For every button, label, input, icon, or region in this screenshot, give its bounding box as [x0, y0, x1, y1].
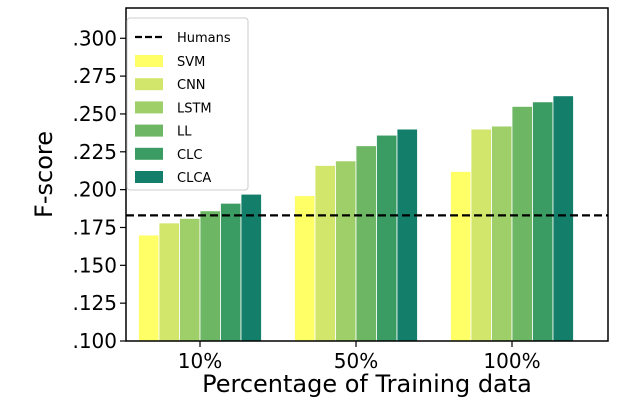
bar-ll-50pct	[355, 145, 377, 342]
x-tick-label: 50%	[334, 349, 378, 373]
bar-clc-10pct	[220, 202, 242, 342]
bar-ll-100pct	[511, 105, 533, 342]
legend-label-clc: CLC	[177, 148, 202, 163]
bar-svm-50pct	[294, 195, 316, 342]
y-tick-label: .175	[72, 215, 117, 239]
bar-svm-100pct	[450, 171, 472, 342]
x-tick-label: 10%	[178, 349, 222, 373]
bar-clc-100pct	[532, 101, 554, 342]
y-tick-label: .275	[72, 64, 117, 88]
legend-swatch-clc	[135, 147, 163, 160]
bar-clca-100pct	[552, 95, 574, 342]
bar-cnn-100pct	[470, 128, 492, 342]
bar-cnn-50pct	[314, 165, 336, 342]
legend-swatch-ll	[135, 124, 163, 137]
bar-clc-50pct	[376, 134, 398, 342]
legend-label-lstm: LSTM	[177, 101, 212, 116]
y-tick-label: .200	[72, 178, 117, 202]
legend-label-clca: CLCA	[177, 171, 211, 186]
bar-lstm-10pct	[179, 217, 201, 342]
bar-lstm-50pct	[335, 160, 357, 342]
y-tick-label: .225	[72, 140, 117, 164]
legend-swatch-clca	[135, 171, 163, 183]
legend-label-svm: SVM	[177, 55, 205, 70]
legend-swatch-cnn	[135, 78, 163, 91]
legend-label-ll: LL	[177, 125, 192, 140]
bar-cnn-10pct	[158, 222, 180, 342]
bars-layer	[138, 95, 574, 342]
plot-frame	[125, 7, 609, 342]
bar-clca-50pct	[396, 128, 418, 342]
x-tick-label: 100%	[483, 349, 540, 373]
y-tick-label: .100	[72, 329, 117, 353]
legend: Humans SVM CNN LSTM LL CLC CLCA	[126, 17, 249, 191]
legend-swatch-lstm	[135, 101, 163, 114]
y-axis: .100 .125 .150 .175 .200 .225 .250 .275 .300	[72, 26, 126, 353]
y-tick-label: .250	[72, 102, 117, 126]
legend-label-cnn: CNN	[177, 78, 206, 93]
bar-ll-10pct	[199, 210, 221, 342]
y-axis-title: F-score	[30, 131, 58, 218]
bar-svm-10pct	[138, 234, 160, 342]
y-tick-label: .125	[72, 291, 117, 315]
y-tick-label: .150	[72, 253, 117, 277]
x-axis: 10% 50% 100%	[178, 341, 541, 373]
bar-lstm-100pct	[491, 125, 513, 342]
x-axis-title: Percentage of Training data	[202, 370, 532, 398]
y-tick-label: .300	[72, 26, 117, 50]
legend-swatch-svm	[135, 55, 163, 67]
legend-label-humans: Humans	[177, 31, 231, 46]
